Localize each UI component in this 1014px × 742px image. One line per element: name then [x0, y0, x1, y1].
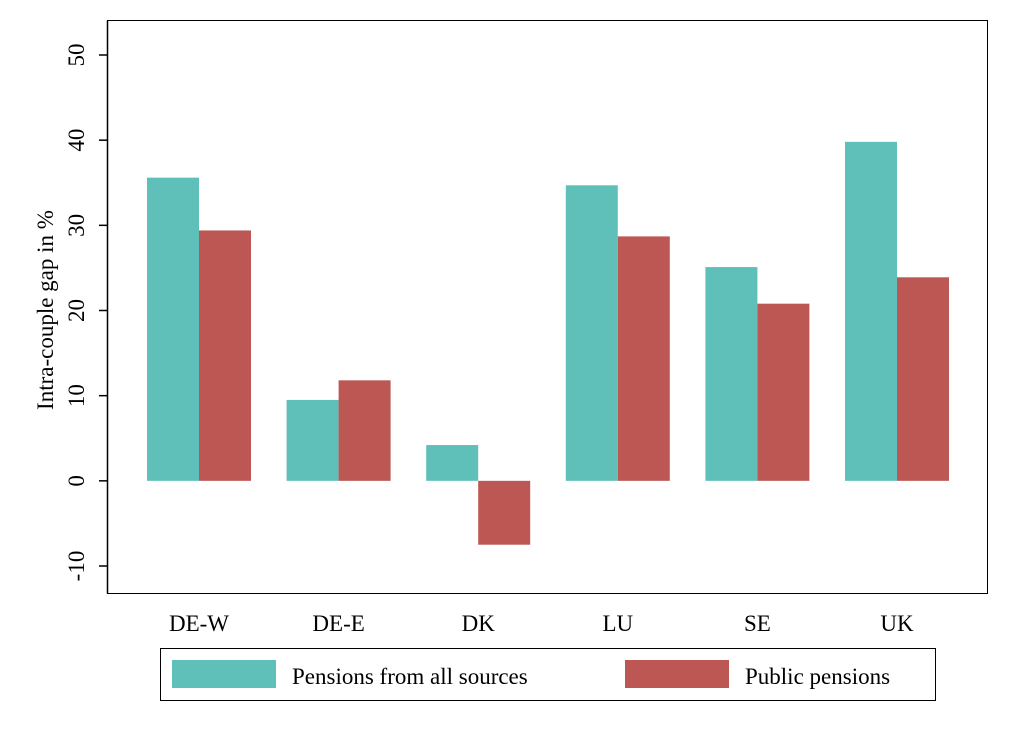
- bar-se-public: [757, 303, 810, 481]
- y-tick-label: -10: [64, 551, 89, 582]
- x-tick-label: DK: [462, 611, 496, 636]
- y-tick-label: 0: [64, 475, 89, 487]
- y-axis-title: Intra-couple gap in %: [33, 210, 58, 410]
- y-tick-label: 20: [64, 299, 89, 322]
- legend-swatch-public: [625, 660, 729, 688]
- bar-lu-public: [617, 236, 670, 481]
- bars: [147, 141, 949, 545]
- x-tick-label: SE: [744, 611, 771, 636]
- x-tick-label: LU: [602, 611, 633, 636]
- x-tick-label: DE-W: [169, 611, 229, 636]
- legend-label-public: Public pensions: [745, 664, 890, 689]
- bar-uk-public: [897, 277, 949, 481]
- y-tick-label: 40: [64, 129, 89, 152]
- y-ticks: -10 0 10 20 30 40 50: [64, 44, 108, 582]
- bar-se-all-sources: [705, 267, 758, 481]
- bar-de-e-all-sources: [286, 399, 339, 481]
- y-tick-label: 30: [64, 214, 89, 237]
- bar-de-w-public: [199, 230, 251, 481]
- y-tick-label: 50: [64, 44, 89, 67]
- x-tick-label: DE-E: [312, 611, 364, 636]
- category-labels: DE-W DE-E DK LU SE UK: [169, 611, 914, 636]
- bar-dk-public: [478, 480, 531, 545]
- bar-uk-all-sources: [845, 141, 897, 481]
- y-tick-label: 10: [64, 384, 89, 407]
- bar-de-w-all-sources: [147, 177, 199, 481]
- bar-dk-all-sources: [426, 445, 479, 481]
- legend-label-all-sources: Pensions from all sources: [292, 664, 528, 689]
- legend-swatch-all-sources: [172, 660, 276, 688]
- bar-lu-all-sources: [565, 185, 618, 481]
- x-tick-label: UK: [880, 611, 914, 636]
- bar-de-e-public: [338, 380, 391, 481]
- legend: Pensions from all sources Public pension…: [160, 648, 936, 701]
- legend-box: [160, 648, 936, 701]
